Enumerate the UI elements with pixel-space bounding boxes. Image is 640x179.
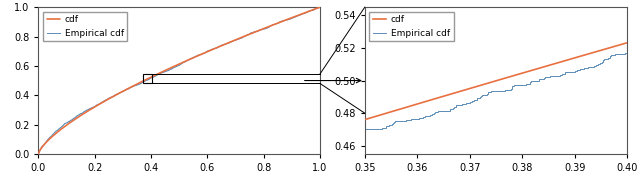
Empirical cdf (541, 76, 548, 78)
cdf (623, 42, 631, 44)
Empirical cdf (35, 153, 42, 155)
cdf (159, 71, 166, 73)
cdf (617, 43, 625, 46)
Line: cdf: cdf (365, 43, 627, 120)
Line: cdf: cdf (38, 7, 320, 154)
Line: Empirical cdf: Empirical cdf (38, 7, 320, 154)
cdf (487, 81, 495, 83)
cdf (35, 153, 42, 155)
Line: Empirical cdf: Empirical cdf (340, 45, 640, 137)
Empirical cdf (382, 125, 390, 127)
cdf (576, 55, 584, 57)
cdf (259, 28, 267, 30)
Empirical cdf (38, 145, 46, 147)
Empirical cdf (435, 110, 442, 113)
Empirical cdf (139, 81, 147, 84)
cdf (228, 40, 236, 42)
Empirical cdf (584, 66, 592, 68)
cdf (361, 118, 369, 121)
Empirical cdf (337, 136, 344, 138)
cdf (316, 6, 324, 8)
Empirical cdf (236, 37, 244, 39)
Legend: cdf, Empirical cdf: cdf, Empirical cdf (369, 12, 454, 41)
cdf (503, 77, 511, 79)
Empirical cdf (129, 85, 137, 88)
cdf (148, 76, 156, 78)
Legend: cdf, Empirical cdf: cdf, Empirical cdf (43, 12, 127, 41)
cdf (517, 72, 525, 75)
Bar (143, 74, 152, 83)
Empirical cdf (304, 10, 312, 13)
cdf (63, 124, 71, 126)
Empirical cdf (468, 100, 476, 102)
cdf (254, 30, 262, 32)
Empirical cdf (304, 10, 312, 13)
Empirical cdf (316, 6, 324, 8)
cdf (486, 82, 493, 84)
Empirical cdf (435, 110, 442, 112)
